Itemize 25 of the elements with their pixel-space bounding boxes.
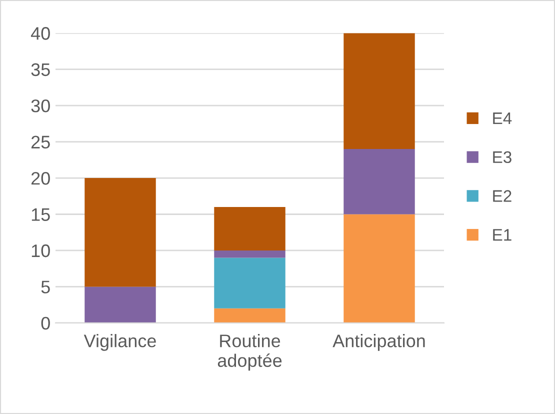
bar bbox=[214, 250, 286, 258]
y-tick-label: 20 bbox=[31, 172, 50, 185]
bar bbox=[344, 33, 415, 150]
y-tick-label: 0 bbox=[41, 316, 50, 330]
bar bbox=[84, 286, 156, 323]
y-tick-label: 30 bbox=[31, 100, 50, 112]
bar bbox=[214, 258, 286, 308]
legend-label: E3 bbox=[493, 151, 512, 164]
x-tick-label: Anticipation bbox=[332, 334, 425, 351]
legend-label: E1 bbox=[493, 229, 512, 241]
bar bbox=[344, 214, 415, 323]
bar bbox=[344, 149, 415, 214]
bar bbox=[214, 308, 286, 323]
bar bbox=[84, 178, 156, 287]
legend-label: E4 bbox=[493, 112, 512, 124]
y-tick-label: 25 bbox=[31, 136, 50, 149]
y-tick-label: 35 bbox=[31, 63, 50, 76]
y-tick-label: 15 bbox=[32, 208, 50, 221]
y-tick-label: 5 bbox=[41, 280, 50, 294]
y-tick-label: 10 bbox=[32, 244, 50, 258]
bar bbox=[214, 207, 286, 250]
x-tick-label: Vigilance bbox=[84, 334, 156, 351]
legend-label: E2 bbox=[493, 190, 512, 202]
x-tick-label: Routine adoptée bbox=[218, 334, 282, 371]
y-tick-label: 40 bbox=[30, 27, 50, 40]
